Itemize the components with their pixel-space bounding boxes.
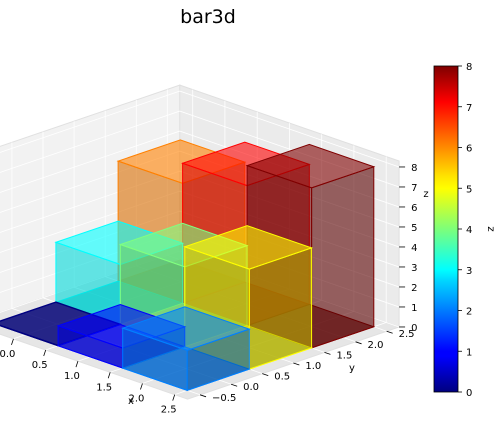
y-tick-mark — [324, 352, 330, 354]
y-tick-label: −0.5 — [212, 393, 236, 404]
y-tick-label: 1.5 — [336, 350, 352, 361]
z-tick-label: 1 — [411, 303, 417, 314]
chart-title: bar3d — [180, 6, 236, 28]
y-tick-mark — [293, 363, 299, 365]
y-tick-mark — [356, 342, 362, 344]
y-tick-mark — [231, 384, 237, 386]
colorbar-tick-label: 5 — [466, 184, 472, 195]
z-tick-label: 6 — [411, 203, 417, 214]
x-tick-mark — [44, 350, 46, 356]
y-axis-label: y — [349, 363, 355, 374]
x-axis-label: x — [128, 396, 134, 407]
y-tick-label: 1.0 — [305, 361, 321, 372]
z-tick-label: 5 — [411, 223, 417, 234]
x-tick-label: 1.0 — [64, 371, 80, 382]
colorbar-tick-label: 1 — [466, 347, 472, 358]
y-tick-label: 2.0 — [368, 340, 384, 351]
y-tick-label: 0.5 — [274, 372, 290, 383]
x-tick-mark — [76, 361, 78, 367]
x-tick-label: 0.5 — [32, 360, 48, 371]
x-tick-label: 2.5 — [161, 405, 177, 416]
y-tick-mark — [387, 331, 393, 333]
colorbar-tick-label: 3 — [466, 266, 472, 277]
colorbar-tick-label: 8 — [466, 62, 472, 73]
colorbar-ticks: 0 1 2 3 4 5 6 7 8 — [458, 62, 472, 399]
colorbar-tick-label: 7 — [466, 103, 472, 114]
x-tick-mark — [173, 395, 175, 401]
z-tick-label: 2 — [411, 283, 417, 294]
x-tick-mark — [11, 339, 13, 345]
x-tick-label: 0.0 — [0, 349, 15, 360]
colorbar-tick-label: 0 — [466, 388, 472, 399]
colorbar-label: z — [485, 226, 496, 231]
colorbar-tick-label: 2 — [466, 307, 472, 318]
z-tick-label: 8 — [411, 163, 417, 174]
z-tick-label: 3 — [411, 263, 417, 274]
y-tick-mark — [262, 374, 268, 376]
colorbar — [434, 66, 458, 392]
z-tick-label: 4 — [411, 243, 417, 254]
bar-side-face — [312, 167, 374, 348]
x-tick-label: 1.5 — [96, 382, 112, 393]
x-tick-mark — [140, 383, 142, 389]
z-tick-label: 7 — [411, 183, 417, 194]
colorbar-tick-label: 6 — [466, 144, 472, 155]
z-axis-label: z — [423, 189, 428, 200]
colorbar-tick-label: 4 — [466, 225, 472, 236]
y-tick-label: 0.0 — [243, 382, 259, 393]
y-tick-mark — [200, 395, 206, 397]
z-tick-label: 0 — [411, 323, 417, 334]
x-tick-mark — [108, 372, 110, 378]
